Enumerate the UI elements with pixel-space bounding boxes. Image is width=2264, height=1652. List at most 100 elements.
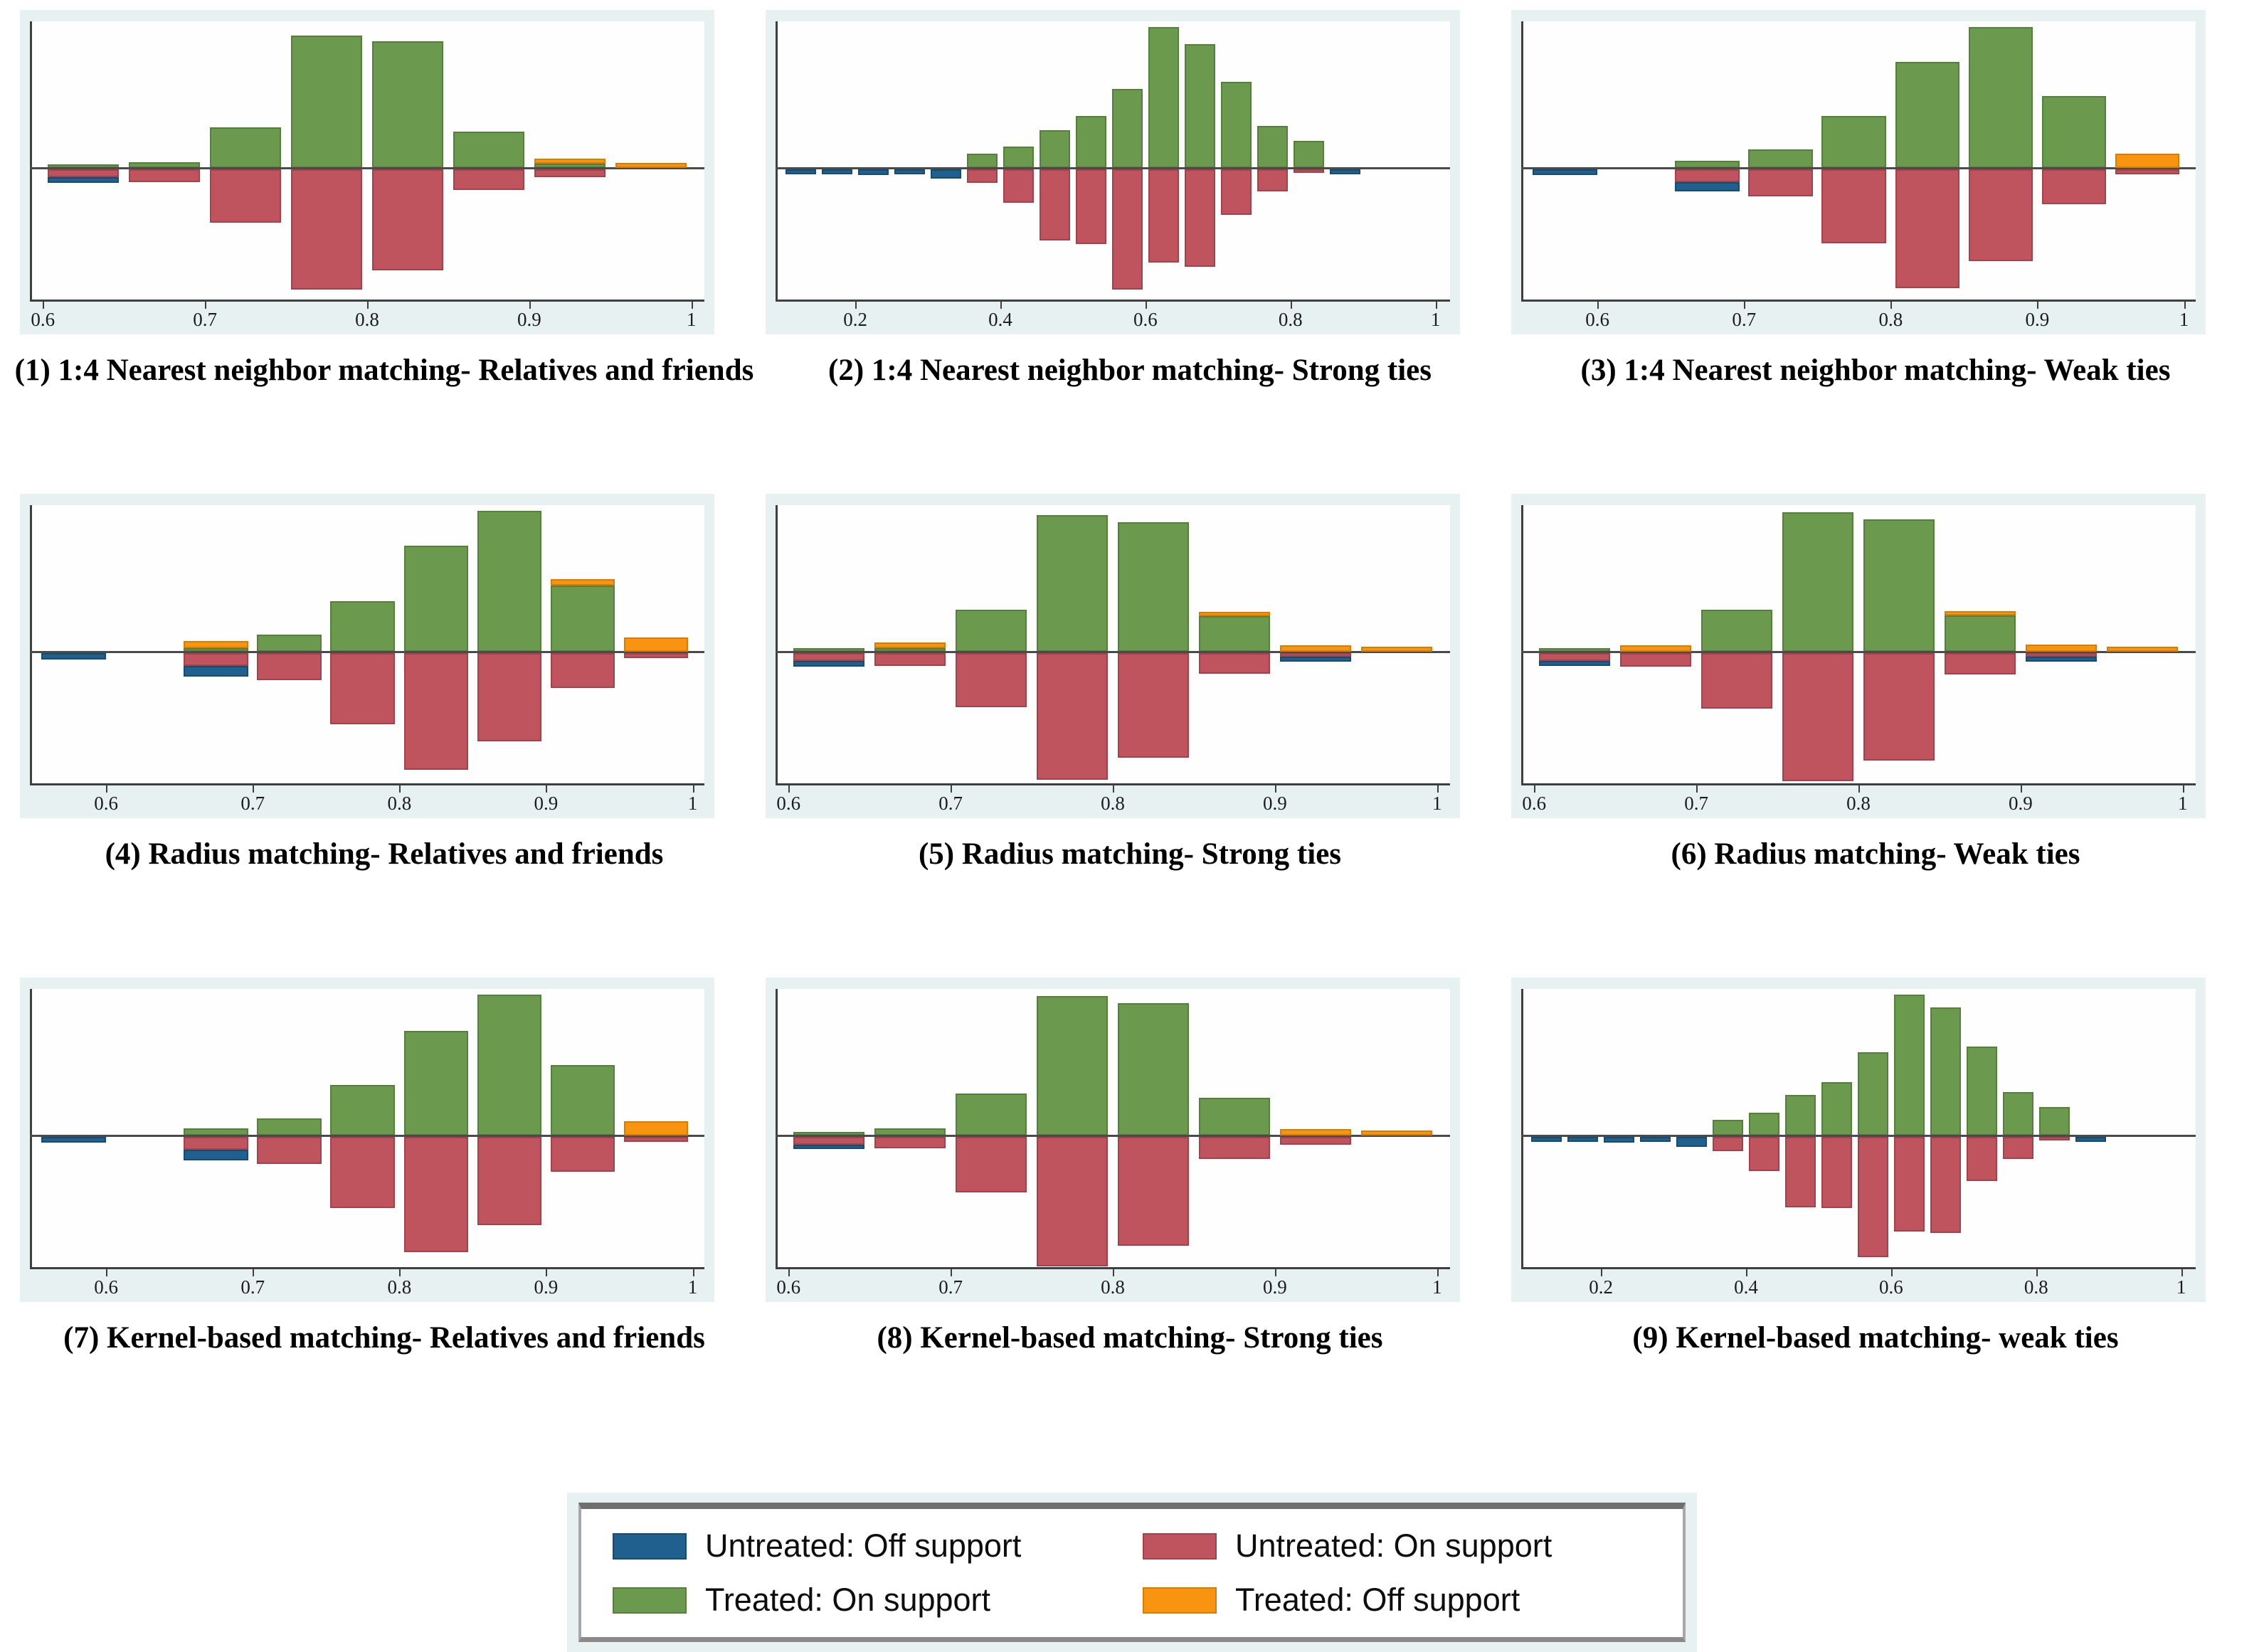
- bar-segment-treated-on: [1117, 522, 1190, 652]
- bar-segment-untreated-off: [1567, 1137, 1599, 1142]
- x-tick: [106, 1269, 108, 1276]
- plot-area: [776, 989, 1450, 1269]
- bar-segment-treated-on: [257, 1118, 322, 1135]
- x-tick: [2182, 785, 2184, 793]
- zero-line: [1521, 167, 2196, 169]
- x-tick-label: 0.6: [776, 1276, 801, 1298]
- bar-segment-untreated-on: [1749, 1137, 1779, 1171]
- bar-segment-treated-off: [623, 637, 689, 652]
- bar-segment-untreated-on: [1036, 653, 1109, 780]
- bar-segment-untreated-off: [785, 169, 817, 174]
- x-axis-ticks: 0.6 0.7 0.8 0.9 1: [1521, 785, 2196, 818]
- panel-cell-7: 0.6 0.7 0.8 0.9 1 (7) Kernel-based matching- …: [11, 978, 757, 1461]
- bar-segment-untreated-on: [2041, 169, 2107, 204]
- bar-segment-treated-off: [1279, 645, 1351, 652]
- bar-segment-untreated-off: [793, 1145, 865, 1149]
- panel-cell-2: 0.2 0.4 0.6 0.8 1 (2) 1:4 Nearest neighbor ma…: [757, 10, 1503, 494]
- x-tick: [788, 785, 790, 793]
- plot-area: [30, 989, 704, 1269]
- plot-area: [776, 505, 1450, 785]
- x-tick: [951, 1269, 953, 1276]
- x-tick-label: 0.6: [1878, 1276, 1903, 1298]
- histogram-panel-2: 0.2 0.4 0.6 0.8 1: [766, 10, 1460, 334]
- bar-segment-untreated-on: [1857, 1137, 1888, 1257]
- legend-box: Untreated: Off support Untreated: On sup…: [578, 1503, 1686, 1642]
- x-tick-label: 1: [687, 309, 697, 330]
- bar-segment-untreated-off: [1676, 1137, 1707, 1147]
- x-tick: [529, 302, 531, 309]
- bar-segment-untreated-on: [1968, 169, 2033, 261]
- x-tick-label: 0.9: [2009, 793, 2033, 814]
- bar-segment-untreated-on: [2038, 1137, 2070, 1140]
- bar-segment-treated-on: [209, 127, 282, 168]
- x-tick-label: 1: [2178, 793, 2188, 814]
- x-tick-label: 0.6: [31, 309, 55, 330]
- x-axis-line: [30, 300, 704, 302]
- bar-segment-untreated-off: [931, 169, 961, 179]
- bar-segment-treated-on: [2041, 96, 2107, 168]
- bar-segment-untreated-on: [1863, 653, 1935, 761]
- x-tick: [1435, 302, 1437, 309]
- bar-segment-treated-on: [967, 154, 998, 168]
- histogram-panel-4: 0.6 0.7 0.8 0.9 1: [20, 494, 714, 818]
- zero-line: [30, 1135, 704, 1137]
- bar-segment-treated-on: [1863, 519, 1935, 652]
- bar-segment-untreated-on: [1821, 169, 1887, 243]
- y-axis-line: [30, 989, 32, 1269]
- x-tick-label: 0.9: [1263, 1276, 1287, 1298]
- bar-segment-untreated-on: [534, 169, 605, 177]
- zero-line: [1521, 651, 2196, 653]
- x-axis-line: [776, 783, 1450, 785]
- bar-segment-treated-off: [615, 163, 687, 168]
- x-tick-label: 0.8: [387, 1276, 412, 1298]
- bar-segment-untreated-on: [1785, 1137, 1816, 1207]
- bar-segment-untreated-on: [1539, 653, 1611, 661]
- bar-segment-treated-on: [1111, 89, 1143, 168]
- bar-segment-treated-on: [1895, 62, 1960, 168]
- panel-caption: (6) Radius matching- Weak ties: [1671, 837, 2080, 871]
- bar-segment-untreated-on: [955, 653, 1027, 707]
- x-tick-label: 0.6: [1585, 309, 1610, 330]
- bar-segment-untreated-on: [623, 653, 689, 658]
- x-axis-line: [776, 1267, 1450, 1269]
- bar-segment-untreated-on: [129, 169, 201, 182]
- x-tick: [1113, 1269, 1114, 1276]
- bar-segment-treated-on: [1966, 1047, 1997, 1135]
- bar-segment-treated-on: [2038, 1107, 2070, 1135]
- bar-segment-treated-off: [2025, 645, 2097, 652]
- bar-segment-untreated-on: [1893, 1137, 1925, 1232]
- bar-segment-untreated-off: [822, 169, 853, 174]
- bar-segment-untreated-on: [1748, 169, 1814, 196]
- bar-segment-treated-off: [2115, 154, 2180, 168]
- bar-segment-untreated-on: [1076, 169, 1106, 244]
- plot-area: [1521, 505, 2196, 785]
- bar-segment-untreated-off: [184, 666, 249, 677]
- bar-segment-treated-off: [184, 641, 249, 648]
- bar-segment-treated-on: [1036, 515, 1109, 652]
- panel-caption: (9) Kernel-based matching- weak ties: [1632, 1321, 2119, 1355]
- bar-segment-treated-off: [1279, 1129, 1351, 1135]
- x-tick-label: 0.9: [534, 1276, 559, 1298]
- plot-area: [776, 21, 1450, 302]
- bar-segment-untreated-on: [2025, 653, 2097, 657]
- bar-segment-treated-on: [1040, 130, 1070, 168]
- x-axis-ticks: 0.6 0.7 0.8 0.9 1: [30, 785, 704, 818]
- x-tick: [205, 302, 207, 309]
- bar-segment-treated-off: [1360, 1131, 1432, 1135]
- x-tick: [546, 785, 548, 793]
- bar-segment-treated-on: [955, 1094, 1027, 1135]
- bar-segment-untreated-on: [184, 653, 249, 666]
- bar-segment-untreated-on: [1930, 1137, 1961, 1233]
- x-axis-ticks: 0.6 0.7 0.8 0.9 1: [776, 785, 1450, 818]
- x-tick: [1437, 1269, 1439, 1276]
- y-axis-line: [1521, 21, 1523, 302]
- bar-segment-treated-on: [1821, 1082, 1852, 1135]
- plot-area: [1521, 21, 2196, 302]
- zero-line: [30, 651, 704, 653]
- x-tick-label: 0.8: [1101, 793, 1125, 814]
- bar-segment-treated-on: [257, 635, 322, 652]
- x-tick: [2020, 785, 2022, 793]
- zero-line: [30, 167, 704, 169]
- x-tick: [1274, 1269, 1276, 1276]
- bar-segment-untreated-on: [330, 653, 396, 724]
